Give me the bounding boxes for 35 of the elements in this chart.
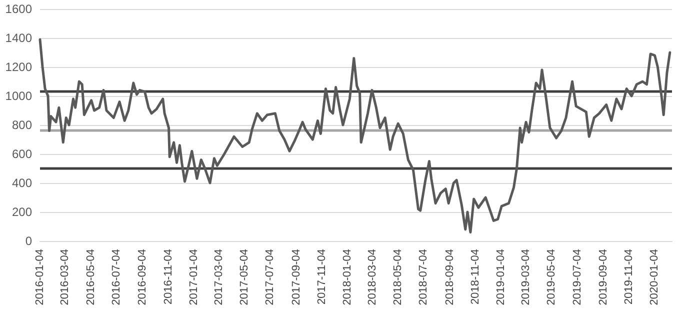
y-tick-label: 800 (12, 118, 32, 132)
x-tick-label: 2018-07-04 (418, 249, 430, 306)
y-tick-label: 200 (12, 205, 32, 219)
line-series (38, 38, 672, 234)
x-tick-label: 2016-09-04 (136, 249, 149, 306)
x-tick-label: 2019-03-04 (520, 249, 532, 306)
x-tick-label: 2016-07-04 (110, 249, 123, 306)
x-tick-label: 2016-11-04 (162, 249, 174, 304)
y-tick-label: 1600 (5, 2, 32, 16)
x-tick-label: 2017-07-04 (264, 249, 276, 306)
y-tick-label: 1200 (5, 60, 32, 74)
x-tick-label: 2018-03-04 (366, 249, 378, 306)
x-tick-label: 2019-01-04 (495, 249, 508, 306)
x-tick-label: 2018-11-04 (470, 249, 482, 304)
x-tick-label: 2018-01-04 (342, 249, 354, 306)
x-tick-label: 2018-05-04 (392, 249, 404, 306)
x-tick-label: 2019-09-04 (597, 249, 610, 306)
x-tick-label: 2016-03-04 (59, 249, 72, 306)
x-tick-label: 2016-05-04 (84, 249, 97, 306)
x-tick-label: 2017-09-04 (290, 249, 302, 306)
y-tick-label: 0 (25, 234, 32, 248)
y-tick-label: 600 (12, 147, 32, 161)
x-tick-label: 2019-05-04 (546, 249, 558, 306)
x-tick-label: 2019-11-04 (623, 249, 636, 304)
x-tick-label: 2017-01-04 (188, 249, 200, 306)
y-tick-label: 1000 (5, 89, 32, 103)
x-tick-label: 2016-01-04 (34, 249, 46, 306)
x-tick-label: 2017-03-04 (212, 249, 225, 306)
x-tick-label: 2020-01-04 (648, 249, 661, 306)
x-tick-label: 2017-05-04 (238, 249, 250, 306)
x-tick-label: 2019-07-04 (571, 249, 584, 306)
x-tick-label: 2017-11-04 (316, 249, 328, 304)
x-tick-label: 2018-09-04 (444, 249, 456, 306)
y-tick-label: 400 (12, 176, 32, 190)
y-tick-label: 1400 (5, 31, 32, 45)
